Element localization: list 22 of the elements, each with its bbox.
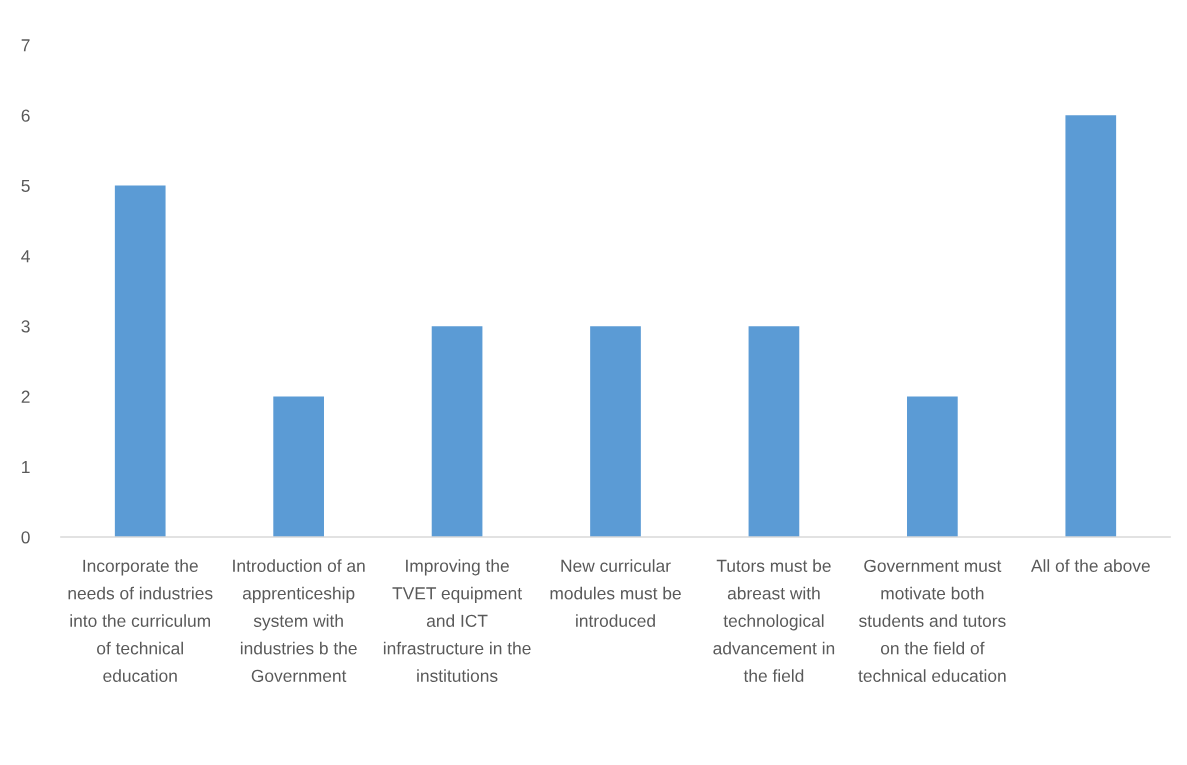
- x-tick-label: Introduction of an apprenticeship system with industries b the Government: [233, 559, 365, 682]
- y-tick-label: 7: [21, 39, 30, 52]
- x-tick-label: Tutors must be abreast with technological advancement in the field: [713, 559, 835, 682]
- x-tick-label: New curricular modules must be introduced: [550, 559, 681, 627]
- y-tick-label: 4: [21, 250, 30, 263]
- x-tick-label: Government must motivate both students and tutors on the field of technical education: [858, 559, 1006, 682]
- bar: [1065, 115, 1117, 537]
- bar: [590, 326, 641, 537]
- y-tick-label: 5: [21, 179, 30, 193]
- y-tick-label: 0: [21, 531, 30, 544]
- bar: [114, 185, 166, 537]
- bar: [748, 326, 800, 537]
- bar: [431, 326, 483, 537]
- x-tick-label: Improving the TVET equipment and ICT infrastructure in the institutions: [383, 559, 531, 682]
- bar: [907, 396, 958, 537]
- bar: [273, 396, 324, 537]
- x-tick-label: Incorporate the needs of industries into the curriculum of technical education: [68, 559, 213, 682]
- y-tick-label: 6: [21, 109, 30, 122]
- y-tick-label: 2: [21, 390, 30, 403]
- y-tick-label: 1: [22, 461, 30, 473]
- x-tick-label: All of the above: [1030, 559, 1150, 572]
- y-tick-label: 3: [21, 320, 30, 333]
